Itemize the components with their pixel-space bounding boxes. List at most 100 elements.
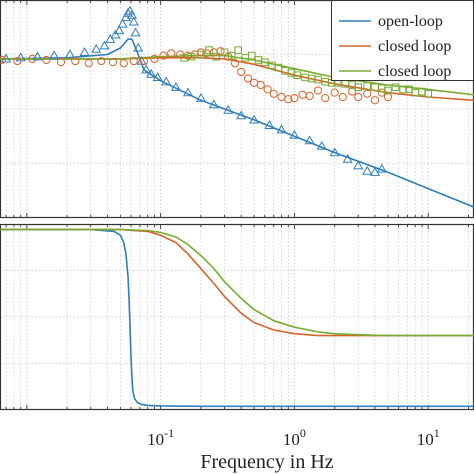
data-point-circle — [263, 85, 272, 94]
plot-area — [0, 228, 474, 408]
series-line-open-loop — [0, 228, 474, 408]
data-point-square — [220, 48, 229, 57]
data-point-circle — [71, 56, 80, 66]
data-point-triangle — [126, 10, 137, 19]
data-point-triangle — [369, 167, 381, 176]
data-point-circle — [129, 56, 138, 66]
data-point-circle — [284, 95, 293, 104]
data-point-circle — [377, 88, 386, 97]
legend-label: open-loop — [378, 13, 443, 30]
data-point-circle — [159, 51, 168, 60]
data-point-circle — [243, 74, 253, 83]
data-point-square — [424, 89, 432, 98]
data-point-triangle — [208, 99, 219, 109]
data-point-circle — [108, 58, 118, 67]
data-point-triangle — [223, 104, 234, 114]
data-point-triangle — [161, 76, 172, 86]
data-point-triangle — [79, 47, 90, 56]
data-point-triangle — [249, 114, 260, 124]
data-point-circle — [338, 92, 347, 102]
data-point-square — [354, 83, 363, 92]
data-point-triangle — [105, 34, 116, 43]
data-point-circle — [383, 92, 393, 102]
data-point-triangle — [91, 43, 102, 53]
x-axis-label: Frequency in Hz — [200, 451, 333, 473]
legend: open-loop closed loop closed loop — [331, 0, 474, 81]
data-point-triangle — [146, 68, 157, 78]
data-point-circle — [330, 88, 339, 97]
data-point-triangle — [182, 87, 193, 97]
data-point-triangle — [304, 135, 315, 145]
data-point-circle — [150, 54, 159, 63]
data-point-circle — [269, 89, 278, 98]
x-tick-label: 100 — [283, 426, 306, 449]
data-point-circle — [13, 56, 22, 66]
data-point-circle — [237, 67, 246, 77]
data-point-triangle — [141, 64, 152, 74]
data-point-triangle — [376, 163, 387, 173]
series-line-closed-loop — [0, 228, 474, 337]
data-point-triangle — [128, 16, 139, 26]
data-point-circle — [363, 89, 372, 98]
data-point-square — [212, 52, 220, 61]
data-point-square — [391, 83, 400, 92]
data-point-square — [260, 58, 269, 66]
data-point-triangle — [49, 50, 60, 60]
data-point-triangle — [64, 49, 76, 59]
data-point-triangle — [353, 160, 364, 170]
data-point-triangle — [195, 92, 206, 102]
data-point-square — [399, 85, 407, 94]
data-point-circle — [370, 96, 380, 105]
data-point-square — [197, 50, 205, 59]
data-point-triangle — [342, 153, 353, 163]
data-point-triangle — [289, 129, 300, 139]
data-point-square — [287, 69, 296, 77]
data-point-triangle — [329, 147, 340, 157]
data-point-square — [384, 86, 392, 95]
data-point-circle — [119, 59, 128, 68]
data-point-triangle — [133, 42, 144, 52]
legend-label: closed loop — [378, 63, 451, 80]
data-point-square — [187, 52, 196, 61]
data-point-circle — [321, 94, 330, 103]
data-point-square — [247, 51, 256, 60]
data-point-triangle — [117, 18, 128, 28]
data-point-circle — [167, 49, 176, 58]
legend-label: closed loop — [378, 38, 451, 55]
data-point-circle — [277, 92, 286, 102]
data-point-square — [205, 46, 213, 54]
data-point-circle — [305, 91, 314, 101]
data-point-circle — [139, 56, 149, 66]
data-point-circle — [216, 47, 225, 56]
data-point-circle — [28, 54, 37, 63]
data-point-triangle — [99, 40, 110, 50]
data-point-circle — [97, 56, 106, 66]
data-point-circle — [290, 94, 299, 103]
data-point-triangle — [264, 120, 275, 129]
data-point-circle — [56, 58, 66, 67]
data-point-triangle — [122, 7, 134, 17]
data-point-triangle — [316, 140, 327, 150]
data-point-triangle — [362, 165, 373, 175]
data-point-square — [234, 46, 242, 54]
data-point-triangle — [170, 81, 181, 91]
data-point-square — [314, 75, 322, 84]
data-point-circle — [84, 59, 93, 68]
plot-area — [0, 5, 474, 208]
data-point-triangle — [114, 25, 125, 35]
data-point-circle — [42, 55, 51, 65]
data-point-circle — [354, 92, 363, 102]
data-point-square — [227, 51, 236, 60]
bottom-panel — [0, 223, 474, 411]
data-point-triangle — [236, 110, 247, 120]
x-tick-label: 101 — [417, 426, 440, 449]
data-point-triangle — [276, 124, 287, 134]
data-point-circle — [313, 86, 323, 95]
data-point-triangle — [130, 27, 141, 37]
data-point-square — [363, 82, 371, 90]
data-point-circle — [230, 59, 240, 68]
series-line-open-loop — [0, 38, 474, 208]
data-point-circle — [0, 55, 6, 65]
x-tick-labels: 10-1 100 101 — [147, 426, 440, 449]
